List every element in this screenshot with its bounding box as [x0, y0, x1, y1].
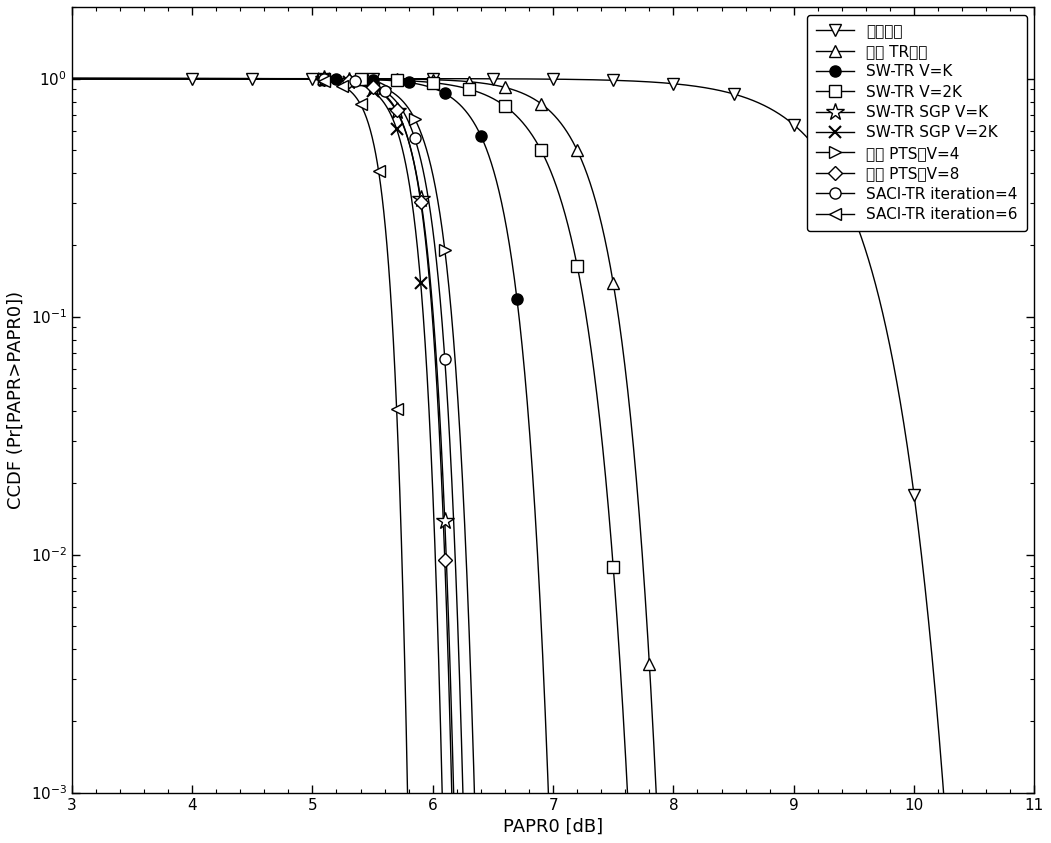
X-axis label: PAPR0 [dB]: PAPR0 [dB] — [503, 818, 603, 836]
Legend: 原始信号, 传统 TR算法, SW-TR V=K, SW-TR V=2K, SW-TR SGP V=K, SW-TR SGP V=2K, 混合 PTS，V=4,: 原始信号, 传统 TR算法, SW-TR V=K, SW-TR V=2K, SW… — [806, 14, 1027, 231]
Y-axis label: CCDF (Pr[PAPR>PAPR0]): CCDF (Pr[PAPR>PAPR0]) — [7, 291, 25, 509]
